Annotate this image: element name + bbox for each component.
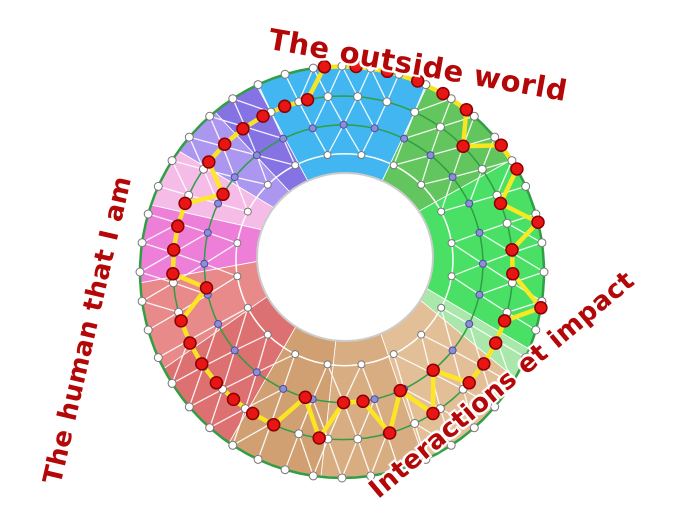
highlight-path bbox=[170, 64, 544, 441]
mesh-lines bbox=[139, 65, 545, 479]
path-nodes bbox=[166, 59, 548, 445]
